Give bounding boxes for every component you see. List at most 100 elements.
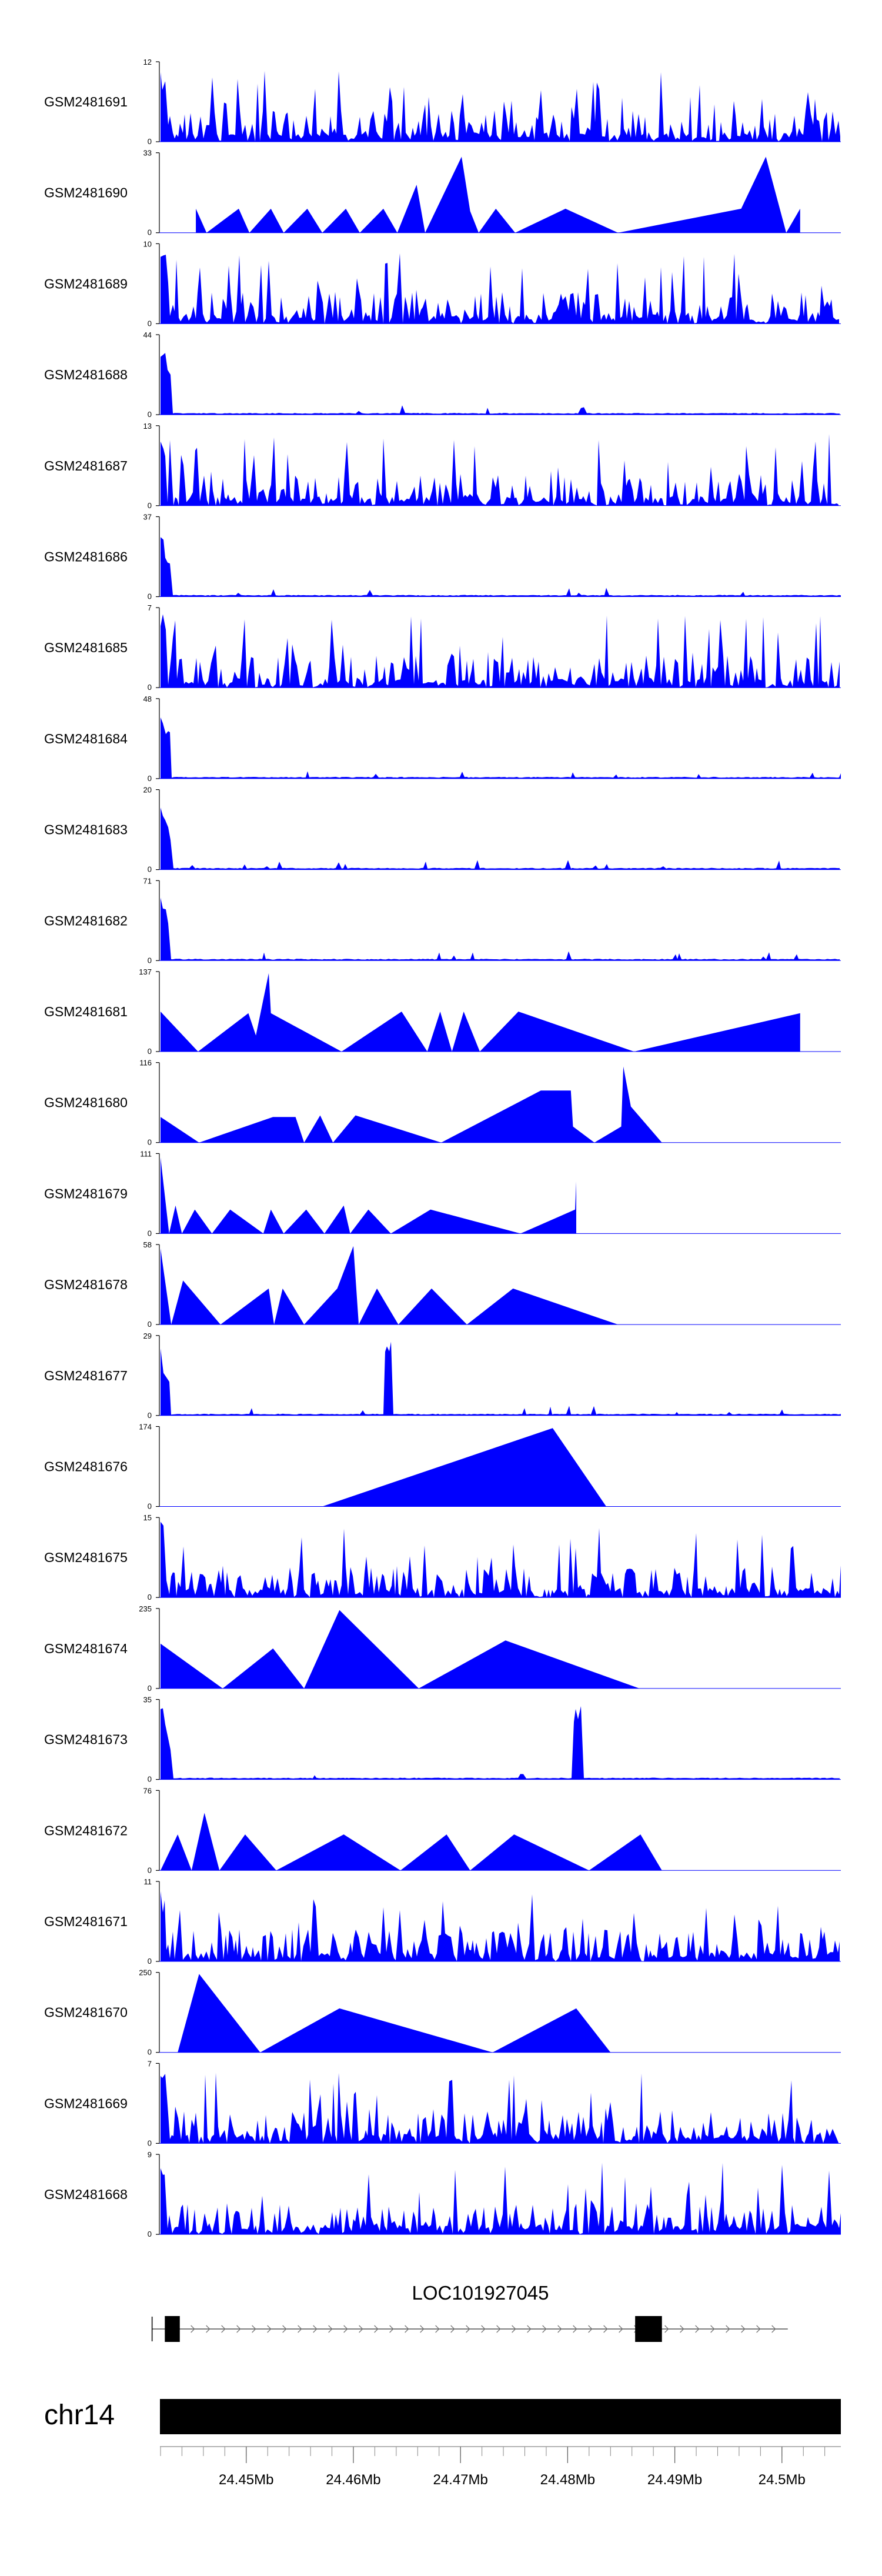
y-min-label: 0 [148,1320,152,1329]
y-min-label: 0 [148,1957,152,1966]
strand-arrow [527,2325,532,2333]
strand-arrow [496,2325,501,2333]
signal-area [178,1974,611,2053]
signal-area [161,1891,840,1961]
y-min-label: 0 [148,865,152,874]
y-max-label: 71 [143,876,152,885]
track-GSM2481691: GSM2481691 12 0 [44,58,841,146]
y-max-label: 250 [139,1968,152,1977]
y-min-label: 0 [148,1593,152,1601]
gene-label: LOC101927045 [412,2282,549,2304]
signal-area [161,1066,662,1143]
y-max-label: 9 [148,2150,152,2159]
y-min-label: 0 [148,1229,152,1237]
track-GSM2481684: GSM2481684 48 0 [44,695,841,783]
track-label: GSM2481671 [44,1914,128,1929]
track-label: GSM2481676 [44,1459,128,1474]
track-GSM2481676: GSM2481676 174 0 [44,1423,841,1511]
track-label: GSM2481670 [44,2005,128,2020]
strand-arrow [619,2325,623,2333]
signal-area [161,353,840,415]
y-min-label: 0 [148,956,152,965]
y-max-label: 12 [143,58,152,66]
exon [635,2316,662,2342]
strand-arrow [267,2325,272,2333]
chromosome-label: chr14 [44,2400,115,2431]
strand-arrow [435,2325,440,2333]
track-GSM2481675: GSM2481675 15 0 [44,1513,841,1601]
strand-arrow [680,2325,684,2333]
strand-arrow [741,2325,746,2333]
track-label: GSM2481691 [44,94,128,109]
strand-arrow [374,2325,379,2333]
strand-arrow [282,2325,287,2333]
y-max-label: 37 [143,513,152,522]
y-max-label: 20 [143,786,152,795]
strand-arrow [221,2325,226,2333]
strand-arrow [466,2325,470,2333]
signal-area [161,1706,840,1780]
signal-area [161,71,840,142]
y-max-label: 111 [140,1149,152,1158]
track-label: GSM2481678 [44,1277,128,1292]
strand-arrow [603,2325,608,2333]
signal-area [161,1157,576,1234]
track-label: GSM2481681 [44,1004,128,1019]
y-min-label: 0 [148,319,152,328]
track-label: GSM2481669 [44,2095,128,2111]
y-max-label: 11 [144,1877,152,1886]
signal-area [161,1342,841,1416]
track-GSM2481669: GSM2481669 7 0 [44,2059,841,2147]
track-GSM2481687: GSM2481687 13 0 [44,422,841,510]
signal-area [161,1246,618,1325]
track-GSM2481685: GSM2481685 7 0 [44,603,841,692]
y-min-label: 0 [148,228,152,237]
strand-arrow [481,2325,486,2333]
track-label: GSM2481689 [44,276,128,291]
y-max-label: 58 [143,1240,152,1249]
strand-arrow [588,2325,593,2333]
track-GSM2481689: GSM2481689 10 0 [44,239,841,328]
track-GSM2481674: GSM2481674 235 0 [44,1604,841,1693]
signal-area [196,156,800,233]
strand-arrow [206,2325,211,2333]
y-max-label: 137 [139,967,152,976]
strand-arrow [771,2325,776,2333]
strand-arrow [313,2325,318,2333]
x-tick-label: 24.48Mb [540,2472,595,2488]
y-min-label: 0 [148,2138,152,2147]
track-label: GSM2481668 [44,2187,128,2202]
signal-area [161,253,839,324]
signal-area [161,897,840,961]
strand-arrow [512,2325,516,2333]
x-tick-label: 24.5Mb [759,2472,806,2488]
track-GSM2481682: GSM2481682 71 0 [44,876,841,965]
y-min-label: 0 [148,1411,152,1420]
y-max-label: 7 [148,603,152,612]
track-label: GSM2481673 [44,1732,128,1747]
signal-area [161,807,840,870]
track-label: GSM2481682 [44,913,128,928]
gene-track: LOC101927045 [151,2282,788,2342]
signal-area [161,537,841,597]
track-label: GSM2481684 [44,731,128,746]
strand-arrow [557,2325,562,2333]
track-GSM2481681: GSM2481681 137 0 [44,967,841,1056]
signal-area [161,1521,841,1598]
signal-area [161,614,840,688]
y-max-label: 10 [143,239,152,248]
y-min-label: 0 [148,501,152,510]
strand-arrow [450,2325,455,2333]
track-GSM2481671: GSM2481671 11 0 [44,1877,841,1966]
y-max-label: 44 [143,331,152,339]
y-min-label: 0 [148,1138,152,1147]
y-max-label: 235 [139,1604,152,1613]
signal-area [161,1610,640,1689]
strand-arrow [236,2325,241,2333]
y-max-label: 29 [143,1332,152,1340]
track-GSM2481673: GSM2481673 35 0 [44,1696,841,1784]
signal-area [322,1428,606,1507]
track-label: GSM2481679 [44,1186,128,1201]
x-tick-label: 24.47Mb [433,2472,487,2488]
strand-arrow [726,2325,730,2333]
